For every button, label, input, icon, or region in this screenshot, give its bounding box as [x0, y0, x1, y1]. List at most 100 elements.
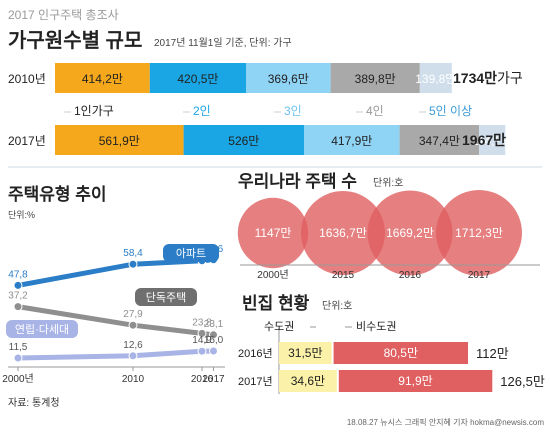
housing-bubble	[301, 191, 385, 275]
series-point	[128, 259, 138, 269]
supertitle: 2017 인구주택 총조사	[8, 8, 119, 22]
vacant-total: 126,5만	[500, 374, 545, 389]
credit-line: 18.08.27 뉴시스 그래픽 안지혜 기자 hokma@newsis.com	[347, 417, 544, 427]
series-point	[209, 330, 218, 340]
household-bar-segment	[419, 63, 452, 93]
vacant-bar-nonmetro-label: 80,5만	[384, 346, 418, 360]
vacant-bar-nonmetro-label: 91,9만	[398, 374, 432, 388]
vacant-title: 빈집 현황	[242, 294, 310, 313]
bubble-year-label: 2000년	[257, 269, 288, 281]
vacant-bar-metro-label: 31,5만	[288, 346, 322, 360]
x-axis-tick-label: 2000년	[2, 373, 33, 385]
household-bar-value: 417,9만	[331, 134, 372, 148]
series-point-label: 12,6	[123, 340, 143, 351]
year-label-2017: 2017년	[8, 134, 46, 148]
legend-label: 5인 이상	[429, 104, 472, 118]
vacant-year-label: 2017년	[238, 375, 273, 388]
vacant-bar-metro	[279, 370, 337, 392]
series-tag	[163, 244, 219, 262]
vacant-year-label: 2016년	[238, 347, 273, 360]
series-point	[13, 302, 23, 312]
household-bar-value: 526만	[228, 134, 259, 148]
housing-count-title: 우리나라 주택 수	[238, 172, 357, 191]
household-bar-value: 389,8만	[355, 72, 396, 86]
household-total-unit: 가구	[497, 70, 523, 86]
household-total-number: 1734만	[453, 70, 497, 86]
series-point	[13, 353, 23, 363]
household-total: 1734만가구	[453, 70, 523, 86]
legend-band	[55, 100, 470, 120]
housing-bubble-label: 1712,3만	[455, 226, 503, 240]
housing-bubble-label: 1669,2만	[386, 226, 434, 240]
housing-bubble	[367, 190, 453, 276]
series-line	[15, 257, 216, 288]
household-bar-segment	[399, 125, 480, 155]
series-point	[128, 320, 138, 330]
series-point	[209, 346, 218, 356]
vacant-bar-nonmetro	[338, 370, 493, 392]
household-bar-segment	[55, 63, 150, 93]
series-line	[15, 304, 216, 338]
series-tag-label: 아파트	[176, 247, 206, 260]
household-bar-value: 561,9만	[99, 134, 140, 148]
series-point-label: 47,8	[8, 269, 28, 280]
household-bar-segment	[183, 125, 304, 155]
housing-count-unit: 단위:호	[373, 176, 403, 189]
series-tag-label: 단독주택	[146, 291, 186, 304]
x-axis-tick-label: 2016	[191, 374, 214, 385]
year-label-2010: 2010년	[8, 72, 46, 86]
bubble-year-label: 2015	[332, 270, 355, 281]
series-point-label: 23,1	[204, 319, 224, 330]
household-bar-value: 369,6만	[268, 72, 309, 86]
household-bar-value: 414,2만	[82, 72, 123, 86]
household-bar-value: 114,2만	[472, 134, 512, 148]
series-point-label: 15,0	[204, 335, 224, 346]
housing-count-chart: 1147만 1636,7만 1669,2만 1712,3만 2000년 2015 2016 2…	[237, 190, 540, 281]
series-point-label: 58,4	[123, 248, 143, 259]
series-point-label: 37,2	[8, 291, 28, 302]
housing-bubble-label: 1636,7만	[319, 226, 367, 240]
series-point	[13, 280, 23, 290]
vacant-bar-metro	[279, 342, 332, 364]
x-axis-tick-label: 2010	[122, 374, 145, 385]
series-point	[197, 346, 207, 356]
series-tag-label: 연립·다세대	[15, 323, 69, 336]
series-point	[197, 328, 207, 338]
household-bar-segment	[479, 125, 506, 155]
household-bar-value: 420,5만	[177, 72, 218, 86]
vacant-chart: 수도권 비수도권 2016년 31,5만 80,5만 112만 2017년 34,6만 91,9…	[238, 320, 545, 394]
household-bar-segment	[149, 63, 246, 93]
bubble-year-label: 2017	[468, 270, 491, 281]
household-total: 1967만	[462, 132, 506, 148]
household-bar-segment	[55, 125, 184, 155]
housing-bubble	[436, 190, 522, 276]
housing-bubble-label: 1147만	[255, 226, 292, 240]
bubble-year-label: 2016	[399, 270, 422, 281]
legend-label: 2인	[193, 104, 211, 118]
housing-type-title: 주택유형 추이	[8, 184, 107, 204]
housing-type-unit: 단위:%	[8, 210, 35, 220]
housing-type-chart: 2000년20102016201747,858,460,160,637,227,…	[2, 244, 225, 385]
household-bar-value: 139,8만	[415, 72, 456, 86]
household-total-number: 1967만	[462, 132, 506, 148]
series-point-label: 14,9	[192, 335, 212, 346]
legend-label: 4인	[366, 104, 384, 118]
source-note: 자료: 통계청	[8, 397, 60, 409]
vacant-bar-metro-label: 34,6만	[291, 374, 325, 388]
vacant-legend-metro: 수도권	[264, 320, 294, 333]
main-subtitle: 2017년 11월1일 기준, 단위: 가구	[154, 36, 292, 49]
series-point	[128, 351, 138, 361]
series-tag	[135, 288, 197, 306]
vacant-bar-nonmetro	[333, 342, 468, 364]
vacant-unit: 단위:호	[322, 299, 352, 312]
x-axis-tick-label: 2017	[202, 374, 225, 385]
household-bar-segment	[246, 63, 331, 93]
household-size-chart: 2010년 414,2만 420,5만 369,6만 389,8만 139,8만1734만…	[8, 63, 523, 155]
vacant-legend-nonmetro: 비수도권	[356, 320, 396, 333]
main-title: 가구원수별 규모	[8, 29, 142, 52]
series-point-label: 23,8	[192, 317, 212, 328]
series-point-label: 27,9	[123, 309, 143, 320]
legend-label: 1인가구	[74, 104, 114, 118]
series-tag	[6, 320, 78, 338]
